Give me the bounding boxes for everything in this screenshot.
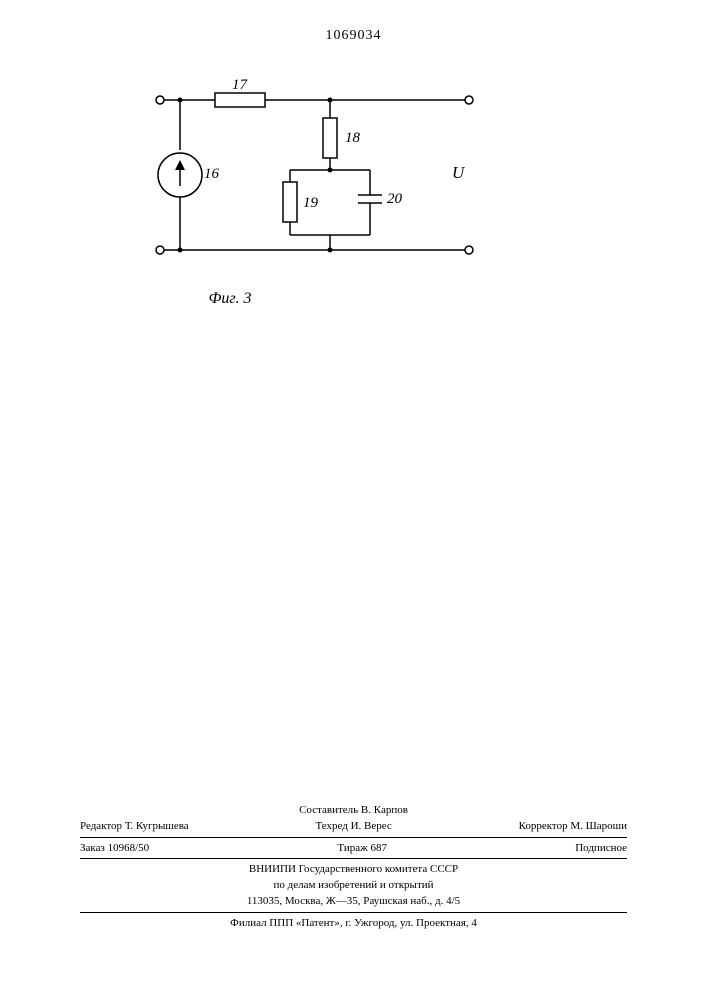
component-label: 19: [303, 195, 319, 211]
component-label: 20: [387, 191, 403, 207]
editor-label: Редактор: [80, 820, 122, 832]
figure-caption: Фиг. 3: [0, 290, 460, 308]
node-icon: [178, 98, 183, 103]
output-label: U: [452, 163, 466, 182]
terminal-icon: [156, 96, 164, 104]
divider: [80, 858, 627, 859]
resistor-17-icon: [215, 93, 265, 107]
component-label: 16: [204, 166, 220, 182]
component-label: 17: [232, 77, 249, 93]
divider: [80, 837, 627, 838]
resistor-18-icon: [323, 118, 337, 158]
org-line: ВНИИПИ Государственного комитета СССР: [249, 862, 458, 876]
terminal-icon: [465, 246, 473, 254]
divider: [80, 912, 627, 913]
terminal-icon: [465, 96, 473, 104]
techred-label: Техред: [315, 820, 347, 832]
terminal-icon: [156, 246, 164, 254]
compiler-name: В. Карпов: [361, 804, 408, 816]
order-label: Заказ: [80, 842, 105, 854]
circuit-diagram: 16 17 18 19 20 U: [140, 70, 500, 270]
address-line: 113035, Москва, Ж—35, Раушская наб., д. …: [247, 894, 460, 908]
node-icon: [178, 248, 183, 253]
resistor-19-icon: [283, 182, 297, 222]
subscription-text: Подписное: [575, 841, 627, 855]
org-line: по делам изобретений и открытий: [273, 878, 433, 892]
address-line: Филиал ППП «Патент», г. Ужгород, ул. Про…: [230, 916, 477, 930]
editor-name: Т. Кугрышева: [125, 820, 189, 832]
tirage-num: 687: [370, 842, 387, 854]
corrector-name: М. Шароши: [570, 820, 627, 832]
tirage-label: Тираж: [337, 842, 367, 854]
corrector-label: Корректор: [519, 820, 568, 832]
techred-name: И. Верес: [351, 820, 392, 832]
document-number: 1069034: [0, 28, 707, 44]
compiler-label: Составитель: [299, 804, 358, 816]
order-num: 10968/50: [108, 842, 150, 854]
footer-block: Составитель В. Карпов Редактор Т. Кугрыш…: [80, 801, 627, 930]
component-label: 18: [345, 130, 361, 146]
